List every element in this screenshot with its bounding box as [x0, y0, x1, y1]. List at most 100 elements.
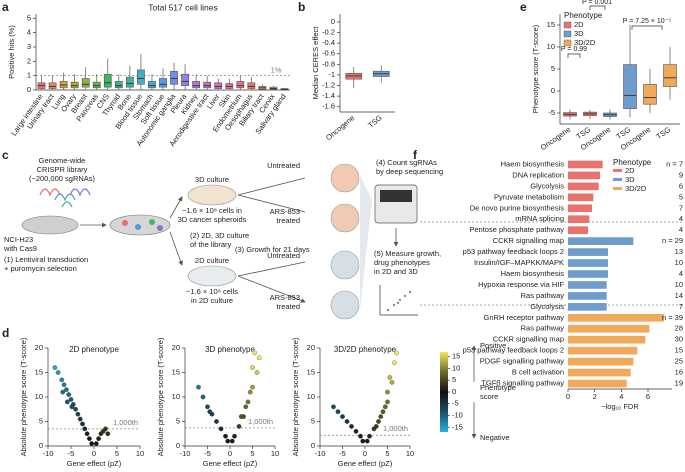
point [364, 438, 370, 444]
bar [568, 379, 627, 388]
diagram-label: Genome-wide [39, 156, 86, 165]
point [87, 436, 92, 441]
point [243, 404, 249, 410]
point [387, 375, 393, 380]
y-tick-label: 5 [176, 416, 180, 425]
y-axis-label: Absolute phenotype score (T-score) [291, 337, 300, 456]
legend-label: 3D [625, 175, 635, 184]
x-tick-label: 6 [646, 392, 650, 401]
x-tick-label: 5 [385, 449, 389, 458]
y-tick-label: 10 [307, 392, 315, 401]
y-tick-label: 4 [27, 28, 31, 37]
y-tick-label: 15 [172, 367, 180, 376]
spheroid [330, 203, 360, 233]
x-tick-label: 2 [593, 392, 597, 401]
n-label: 15 [675, 346, 683, 355]
diagram-label: with Cas9 [3, 244, 37, 253]
bar-label: Insulin/IGF–MAPKK/MAPK [474, 258, 564, 267]
point [340, 414, 345, 419]
y-axis-label: Absolute phenotype score (T-score) [19, 337, 28, 456]
point [60, 389, 66, 395]
point [335, 409, 341, 415]
x-tick-label: -5 [68, 449, 75, 458]
bar-label: p53 pathway feedback loops 2 [463, 346, 564, 355]
x-tick-label: -10 [315, 449, 326, 458]
bar-label: Haem biosynthesis [501, 269, 565, 278]
bar [568, 368, 631, 377]
annotation: P = 0.99 [561, 46, 587, 53]
point [61, 382, 67, 388]
point [247, 389, 253, 395]
y-tick-label: -5 [548, 108, 555, 117]
n-label: 9 [679, 170, 683, 179]
x-tick-label: 10 [406, 449, 414, 458]
arrows [237, 177, 305, 302]
box [192, 81, 201, 89]
point [331, 404, 336, 410]
y-tick-label: -1.6 [322, 102, 335, 111]
colorbar-tick-label: -5 [452, 399, 459, 408]
diagram-label: (1) Lentiviral transduction [4, 255, 88, 264]
y-tick-label: 5 [39, 416, 43, 425]
box [125, 76, 134, 88]
legend-title: Phenotype [613, 158, 652, 167]
box [247, 82, 256, 89]
legend-label: 3D/2D [574, 38, 596, 47]
bar-label: Glycolysis [530, 181, 564, 190]
n-label: 16 [675, 368, 683, 377]
threshold-label: 1,000th [383, 424, 408, 433]
y-tick-label: 5 [311, 416, 315, 425]
x-tick-label: Oncogene [324, 113, 356, 142]
point [254, 370, 260, 375]
point [250, 365, 255, 370]
point [89, 441, 95, 446]
diagram-label: in 2D culture [191, 296, 233, 305]
point [349, 424, 354, 429]
y-tick-label: -0.2 [322, 28, 335, 37]
colorbar-tick-label: -10 [452, 411, 463, 420]
box [103, 73, 112, 88]
y-tick-label: 0 [311, 441, 315, 450]
legend-swatch [563, 21, 572, 29]
bar-label: CCKR signalling map [493, 335, 564, 344]
panel-letter: e [520, 0, 527, 14]
y-tick-label: -0.6 [322, 49, 335, 58]
y-tick-label: 15 [547, 20, 555, 29]
diagram-label: of the library [190, 240, 232, 249]
bar [568, 248, 608, 256]
y-axis-label: Median CERES effect [311, 26, 320, 100]
point [250, 384, 255, 390]
diagram-label: (3) Growth for 21 days [235, 245, 310, 254]
n-label: 25 [675, 357, 683, 366]
x-tick-label: 5 [250, 449, 254, 458]
diagram-label: CRISPR library [37, 165, 88, 174]
n-label: 14 [675, 291, 683, 300]
y-tick-label: 5 [551, 64, 555, 73]
diagram-label: (~200,000 sgRNAs) [29, 174, 96, 183]
x-tick-label: 4 [619, 392, 623, 401]
diagram-label: Untreated [267, 161, 300, 170]
bar-label: TGFβ signalling pathway [481, 379, 564, 388]
dish [330, 250, 360, 280]
point [225, 438, 231, 444]
point [196, 384, 201, 390]
x-tick-label: TSG [366, 113, 384, 130]
y-tick-label: 15 [307, 367, 315, 376]
point [105, 431, 111, 437]
n-label: 6 [679, 181, 683, 190]
box [159, 78, 167, 88]
diagram-label: (5) Measure growth, [374, 249, 441, 258]
bar-label: Pentose phosphate pathway [469, 225, 564, 234]
y-tick-label: 3 [27, 42, 31, 51]
box [148, 81, 156, 89]
legend-swatch [563, 39, 572, 47]
n-label: 10 [675, 258, 683, 267]
diagram-label: 2D culture [195, 256, 229, 265]
bar [568, 335, 646, 344]
y-tick-label: 15 [35, 367, 43, 376]
point [103, 426, 108, 432]
x-tick-label: 0 [363, 449, 367, 458]
box [137, 69, 145, 85]
n-label: 28 [675, 324, 683, 333]
